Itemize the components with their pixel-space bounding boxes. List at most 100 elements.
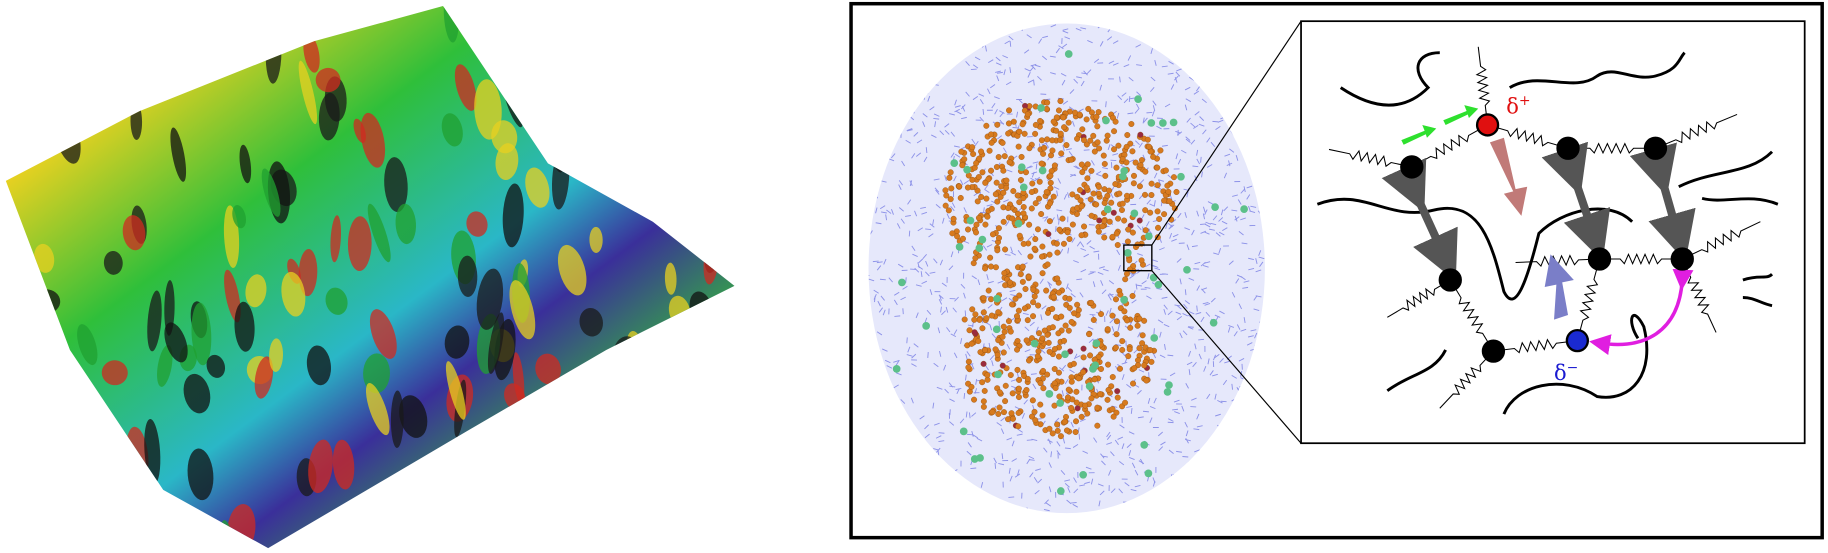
ridge (614, 417, 632, 460)
solvent-molecule (1185, 383, 1189, 389)
solvent-molecule (926, 309, 932, 315)
protein-atom (1154, 208, 1161, 215)
protein-atom (1035, 302, 1042, 309)
solvent-molecule (1030, 373, 1037, 375)
solvent-molecule (874, 399, 880, 404)
protein-atom (1148, 180, 1155, 187)
solvent-molecule (1096, 173, 1103, 177)
protein-atom (1137, 162, 1144, 169)
solvent-molecule (1027, 235, 1033, 241)
solvent-molecule (882, 130, 888, 136)
solvent-molecule (910, 397, 914, 404)
solvent-molecule (1011, 440, 1015, 447)
protein-atom (1070, 360, 1077, 367)
solvent-molecule (1205, 311, 1211, 317)
ridge (683, 357, 709, 413)
solvent-molecule (877, 167, 881, 173)
protein-atom (1006, 159, 1013, 166)
solvent-molecule (1070, 293, 1076, 298)
protein-atom (1027, 253, 1034, 260)
solvent-molecule (1163, 304, 1168, 310)
solvent-molecule (1033, 476, 1038, 483)
solvent-molecule (1093, 250, 1100, 253)
solvent-molecule (1061, 390, 1064, 397)
solvent-molecule (1159, 331, 1162, 338)
protein-atom (1090, 316, 1097, 323)
solvent-molecule (895, 97, 901, 102)
solvent-molecule (1129, 456, 1135, 460)
solvent-molecule (915, 494, 922, 498)
solvent-molecule (971, 412, 977, 417)
solvent-molecule (974, 140, 979, 147)
ridge (281, 271, 306, 317)
solvent-molecule (1256, 458, 1262, 462)
atoms (1400, 113, 1694, 363)
protein-atom (947, 196, 954, 203)
ridge (384, 157, 408, 213)
solvent-molecule (914, 210, 918, 217)
ridge (298, 249, 318, 297)
protein-atom (1074, 135, 1081, 142)
solvent-molecule (1204, 302, 1211, 306)
solvent-molecule (966, 35, 973, 39)
protein-atom (1066, 304, 1073, 311)
solvent-molecule (1003, 29, 1006, 36)
ridge (157, 344, 173, 387)
solvent-molecule (868, 383, 872, 390)
protein-atom (973, 221, 980, 228)
protein-atom (1014, 366, 1021, 373)
protein-atom (1046, 218, 1053, 225)
solvent-molecule (1176, 305, 1182, 310)
protein-atom (1041, 327, 1048, 334)
ridge (58, 372, 80, 414)
ion (976, 454, 984, 462)
solvent-molecule (1238, 496, 1241, 503)
zoom-line (1151, 20, 1302, 246)
protein-atom (992, 264, 999, 271)
solvent-molecule (890, 153, 896, 159)
solvent-molecule (1169, 372, 1176, 377)
solvent-molecule (1010, 294, 1017, 297)
ion (1144, 469, 1153, 478)
solvent-molecule (1114, 439, 1119, 446)
solvent-molecule (1258, 416, 1264, 422)
solvent-molecule (1009, 40, 1012, 47)
protein-atom (1114, 388, 1121, 395)
zoom-panel (1300, 20, 1806, 445)
protein-atom (1046, 348, 1053, 355)
solvent-molecule (1097, 271, 1104, 275)
ion (1209, 318, 1218, 327)
solvent-molecule (877, 300, 881, 307)
solvent-molecule (906, 129, 913, 132)
ridge (474, 79, 502, 140)
ion (1017, 163, 1026, 172)
protein-atom (1010, 415, 1016, 422)
ridge (535, 353, 561, 385)
solvent-molecule (912, 78, 916, 85)
solvent-molecule (1201, 98, 1207, 104)
ridge (325, 287, 348, 315)
solvent-molecule (886, 209, 892, 214)
solvent-molecule (1058, 218, 1060, 225)
atom (1400, 155, 1424, 179)
ridge (609, 460, 635, 506)
solvent-molecule (871, 456, 877, 462)
solvent-molecule (1101, 460, 1106, 466)
solvent-molecule (1010, 379, 1017, 382)
solvent-molecule (1157, 319, 1164, 324)
protein-atom (1057, 98, 1064, 105)
protein-atom (1146, 143, 1152, 150)
solvent-molecule (879, 470, 886, 476)
solvent-molecule (903, 459, 906, 465)
solvent-molecule (1082, 450, 1089, 454)
solvent-molecule (1170, 84, 1175, 90)
solvent-molecule (1137, 331, 1141, 338)
protein-atom (988, 205, 995, 212)
solvent-molecule (965, 353, 968, 360)
solvent-molecule (868, 430, 871, 435)
solvent-molecule (1169, 38, 1175, 44)
solvent-molecule (885, 214, 888, 221)
solvent-molecule (998, 462, 1005, 466)
solvent-molecule (928, 233, 934, 238)
protein-atom (1036, 195, 1043, 202)
